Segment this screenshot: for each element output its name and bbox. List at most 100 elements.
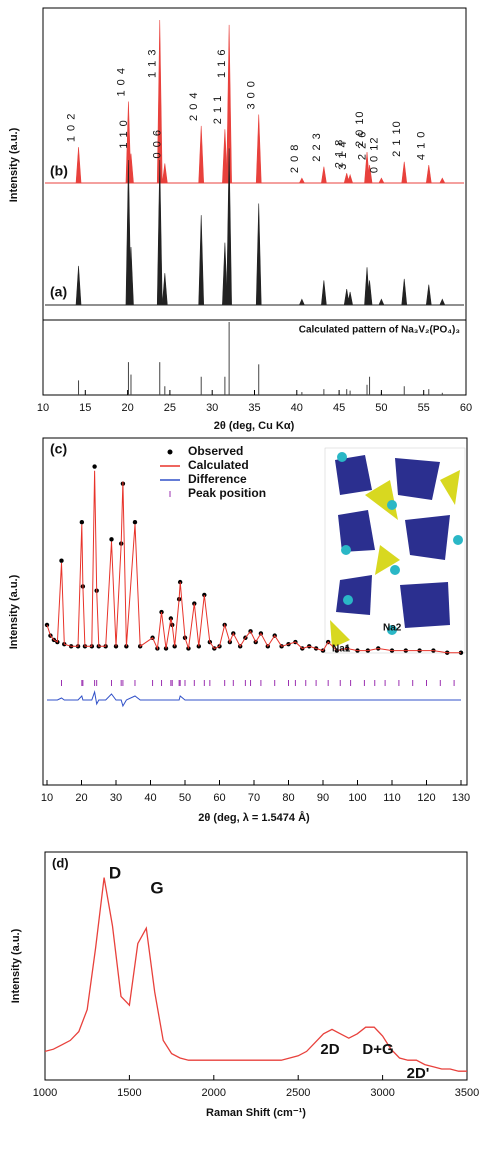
polyhedron xyxy=(405,515,450,560)
polyhedron xyxy=(330,620,350,648)
x-tick-label: 60 xyxy=(460,402,472,414)
peak xyxy=(378,177,385,184)
observed-point xyxy=(59,558,64,563)
x-tick-label: 50 xyxy=(375,402,387,414)
peak xyxy=(347,173,354,184)
atom xyxy=(453,535,463,545)
hkl-label: 3 1 4 xyxy=(337,140,349,169)
x-tick-label: 15 xyxy=(79,402,91,414)
hkl-label: 0 0 12 xyxy=(368,137,380,174)
peak-annotation: D xyxy=(109,863,121,882)
peak xyxy=(343,289,350,306)
x-tick-label: 45 xyxy=(333,402,345,414)
series-label: (a) xyxy=(50,284,67,300)
x-tick-label: 30 xyxy=(206,402,218,414)
peak xyxy=(75,265,82,306)
x-tick-label: 1000 xyxy=(33,1087,57,1099)
x-tick-label: 30 xyxy=(110,792,122,804)
peak xyxy=(222,129,228,184)
atom xyxy=(390,565,400,575)
x-tick-label: 110 xyxy=(383,792,401,804)
peak xyxy=(198,125,205,184)
x-tick-label: 2500 xyxy=(286,1087,310,1099)
atom xyxy=(343,595,353,605)
x-tick-label: 120 xyxy=(417,792,435,804)
x-tick-label: 20 xyxy=(121,402,133,414)
peak xyxy=(343,173,350,184)
atom xyxy=(387,625,397,635)
x-tick-label: 1500 xyxy=(117,1087,141,1099)
crystal-inset xyxy=(324,447,466,654)
raman-line xyxy=(44,877,467,1072)
hkl-label: 1 1 0 xyxy=(118,119,130,148)
peak xyxy=(401,161,408,184)
hkl-label: 2 1 8 xyxy=(334,139,346,168)
panel-label: (c) xyxy=(50,441,67,457)
hkl-label: 1 0 4 xyxy=(115,67,127,96)
hkl-label: 1 0 2 xyxy=(65,113,77,142)
peak xyxy=(439,298,446,306)
hkl-label: 3 0 0 xyxy=(246,80,258,109)
peak xyxy=(226,148,232,306)
hkl-label: 2 0 10 xyxy=(354,110,366,147)
x-axis-label: 2θ (deg, λ = 1.5474 Å) xyxy=(198,811,310,824)
peak-annotation: D+G xyxy=(362,1041,393,1058)
peak xyxy=(161,163,168,184)
hkl-label: 1 1 6 xyxy=(216,49,228,78)
hkl-label: 2 2 3 xyxy=(311,132,323,161)
x-tick-label: 50 xyxy=(179,792,191,804)
legend-label: Peak position xyxy=(188,486,266,500)
peak xyxy=(425,165,432,184)
y-axis-label: Intensity (a.u.) xyxy=(8,574,20,649)
y-axis-label: Intensity (a.u.) xyxy=(8,127,20,202)
plot-frame xyxy=(42,437,468,786)
observed-point xyxy=(92,464,97,469)
polyhedron xyxy=(395,458,440,500)
hkl-label: 2 0 4 xyxy=(188,91,200,120)
peak xyxy=(298,298,305,306)
hkl-label: 2 0 8 xyxy=(289,144,301,173)
peak xyxy=(425,284,432,306)
peak xyxy=(366,280,373,306)
observed-point xyxy=(79,520,85,525)
peak xyxy=(198,215,205,306)
plot-frame xyxy=(44,851,468,1081)
x-tick-label: 100 xyxy=(348,792,366,804)
peak xyxy=(347,291,353,306)
observed-point xyxy=(109,537,114,542)
polyhedron xyxy=(375,545,400,575)
hkl-label: 0 0 6 xyxy=(152,129,164,158)
legend-label: Observed xyxy=(188,444,243,458)
peak xyxy=(401,278,408,306)
x-tick-label: 60 xyxy=(213,792,225,804)
calculated-line xyxy=(46,470,461,654)
inset-label: Na2 xyxy=(383,623,402,634)
polyhedron xyxy=(365,480,398,520)
x-tick-label: 25 xyxy=(164,402,176,414)
plot-frame xyxy=(42,7,467,396)
atom xyxy=(341,545,351,555)
legend-marker xyxy=(167,449,173,455)
peak xyxy=(128,246,134,306)
x-tick-label: 70 xyxy=(248,792,260,804)
inset-label: Na1 xyxy=(332,644,351,655)
x-tick-label: 55 xyxy=(418,402,430,414)
hkl-label: 2 1 1 xyxy=(212,95,224,124)
polyhedron xyxy=(400,582,450,628)
peak xyxy=(156,159,163,306)
polyhedron xyxy=(338,510,375,552)
x-tick-label: 10 xyxy=(37,402,49,414)
atom xyxy=(387,500,397,510)
x-axis-label: Raman Shift (cm⁻¹) xyxy=(206,1107,306,1119)
x-tick-label: 80 xyxy=(282,792,294,804)
x-tick-label: 40 xyxy=(144,792,156,804)
peak xyxy=(255,114,262,184)
y-axis-label: Intensity (a.u.) xyxy=(10,928,22,1003)
series-label: (b) xyxy=(50,163,68,179)
hkl-label: 2 2 6 xyxy=(356,131,368,160)
atom xyxy=(337,452,347,462)
legend-label: Difference xyxy=(188,472,247,486)
polyhedron xyxy=(336,575,372,615)
series-label: Calculated pattern of Na₃V₂(PO₄)₃ xyxy=(299,325,461,336)
